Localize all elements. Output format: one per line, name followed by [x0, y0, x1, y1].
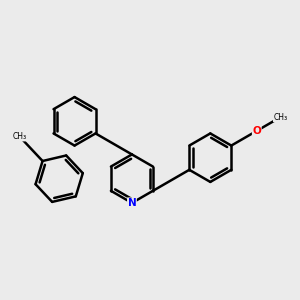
Text: CH₃: CH₃ [273, 113, 287, 122]
Text: CH₃: CH₃ [13, 132, 27, 141]
Text: N: N [128, 198, 136, 208]
Text: O: O [252, 126, 261, 136]
